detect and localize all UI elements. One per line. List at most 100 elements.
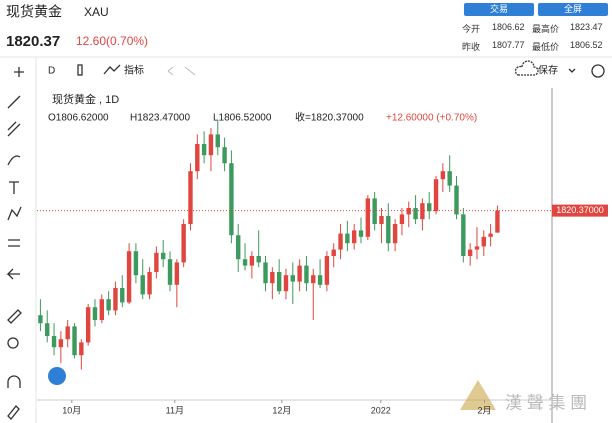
measure-tool[interactable]: [8, 239, 20, 247]
candle-body: [413, 208, 418, 220]
candle-body: [270, 272, 275, 284]
logo-badge[interactable]: [48, 367, 66, 385]
candle-body: [420, 203, 425, 220]
candle-body: [461, 214, 466, 256]
candle-body: [427, 203, 432, 212]
candle-body: [147, 272, 152, 295]
candle-body: [399, 214, 405, 224]
pattern-tool[interactable]: [7, 206, 22, 221]
x-tick-label: 2月: [477, 405, 491, 415]
candle-body: [379, 216, 384, 224]
candle-body: [58, 339, 64, 348]
watermark: 漢 聲 集 團: [505, 393, 587, 412]
candle-body: [290, 275, 295, 282]
quote-label: 今开: [462, 24, 481, 34]
candle-body: [188, 171, 193, 224]
candle-body: [154, 252, 159, 272]
line-tool[interactable]: [7, 95, 21, 109]
candle-body: [263, 262, 268, 284]
candle-body: [467, 249, 473, 256]
legend-low: L1806.52000: [213, 113, 272, 124]
crosshair-tool[interactable]: [14, 67, 24, 77]
candle-body: [106, 299, 111, 311]
quote-label: 最低价: [532, 42, 560, 52]
candle-body: [256, 256, 261, 263]
candle-body: [99, 299, 105, 320]
ruler-tool[interactable]: [7, 309, 22, 324]
quote-label: 最高价: [532, 24, 560, 34]
settings-icon[interactable]: [591, 64, 605, 78]
x-tick-label: 12月: [272, 405, 291, 415]
lock-tool[interactable]: [7, 405, 20, 420]
legend-high: H1823.47000: [130, 113, 190, 124]
candle-body: [79, 342, 84, 356]
candle-body: [72, 326, 77, 356]
dropdown[interactable]: [568, 68, 576, 73]
candle-body: [351, 230, 357, 244]
x-tick-label: 11月: [166, 405, 184, 415]
candle-body: [447, 171, 452, 186]
candle-body: [372, 198, 377, 224]
cloud-icon[interactable]: [514, 60, 539, 76]
candle-body: [454, 185, 459, 215]
quote-value: 1807.77: [492, 40, 525, 50]
candle-body: [113, 288, 118, 311]
candle-body: [229, 163, 234, 236]
last-price-label: 1820.37000: [556, 205, 604, 215]
last-price-tag: [552, 204, 608, 217]
quote-value: 1806.62: [492, 22, 525, 32]
candle-body: [167, 259, 173, 285]
fib-tool[interactable]: [7, 121, 21, 137]
candle-body: [311, 275, 316, 284]
x-tick-label: 10月: [62, 405, 81, 415]
candle-body: [208, 134, 214, 156]
back-tool[interactable]: [6, 268, 20, 280]
legend-title: 现货黄金 , 1D: [52, 92, 119, 106]
candle-body: [140, 275, 145, 295]
undo-redo[interactable]: [167, 66, 196, 76]
candle-body: [92, 307, 98, 320]
candle-body: [440, 171, 446, 180]
price: 1820.37: [6, 33, 60, 50]
candle-icon[interactable]: [77, 64, 83, 76]
candle-body: [45, 323, 50, 336]
candle-body: [276, 272, 282, 292]
candle-body: [495, 210, 500, 233]
symbol-code: XAU: [84, 5, 109, 19]
candle-body: [120, 288, 125, 303]
fullscreen-button[interactable]: 全屏: [538, 3, 608, 16]
magnet-tool[interactable]: [7, 375, 21, 388]
indicators[interactable]: 指标: [124, 64, 144, 77]
symbol-name: 现货黄金: [6, 4, 62, 20]
trade-button[interactable]: 交易: [464, 3, 534, 16]
save[interactable]: 保存: [538, 64, 558, 77]
candle-body: [283, 275, 289, 292]
candle-body: [386, 216, 391, 244]
candle-body: [51, 336, 57, 348]
candle-body: [201, 144, 207, 156]
interval[interactable]: D: [48, 66, 55, 77]
candle-body: [222, 147, 227, 164]
x-tick-label: 2022: [371, 405, 391, 415]
candle-body: [345, 233, 350, 244]
text-tool[interactable]: [9, 181, 19, 194]
candle-body: [242, 259, 248, 266]
watermark-logo: [460, 380, 496, 410]
candle-body: [38, 315, 43, 324]
candle-body: [297, 265, 302, 282]
candle-body: [126, 251, 132, 303]
candle-body: [338, 233, 343, 250]
brush-tool[interactable]: [7, 155, 21, 166]
candle-body: [358, 230, 364, 237]
candle-body: [65, 326, 70, 340]
legend-change: +12.60000 (+0.70%): [386, 113, 477, 124]
indicator-icon[interactable]: [103, 64, 121, 75]
quote-value: 1823.47: [570, 22, 603, 32]
candle-body: [481, 236, 486, 247]
zoom-tool[interactable]: [7, 337, 19, 349]
price-change: 12.60(0.70%): [76, 34, 148, 48]
left-tools: [6, 67, 24, 420]
candle-body: [160, 252, 166, 260]
quote-value: 1806.52: [570, 40, 603, 50]
